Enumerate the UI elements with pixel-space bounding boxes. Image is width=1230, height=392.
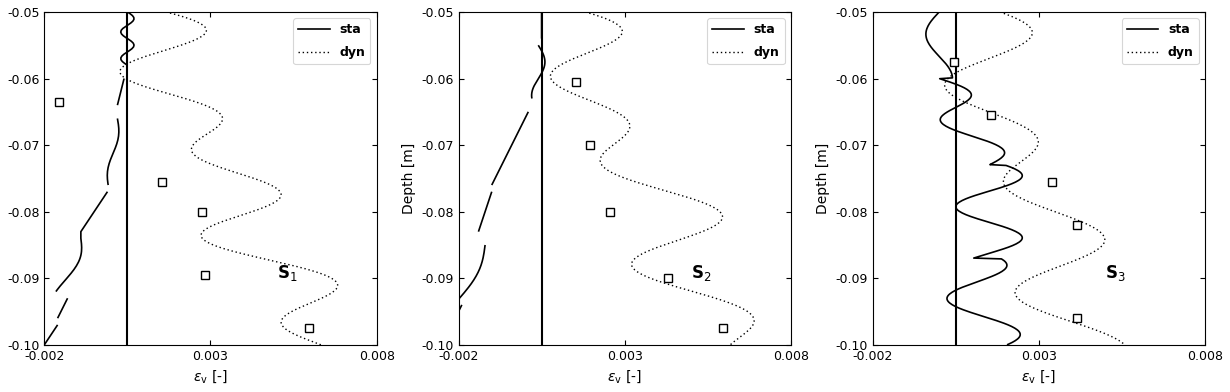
Text: S$_1$: S$_1$ [277, 263, 298, 283]
X-axis label: $\varepsilon_\mathrm{v}$ [-]: $\varepsilon_\mathrm{v}$ [-] [193, 368, 228, 385]
Legend: sta, dyn: sta, dyn [707, 18, 785, 64]
Text: S$_2$: S$_2$ [691, 263, 711, 283]
Legend: sta, dyn: sta, dyn [1122, 18, 1199, 64]
Legend: sta, dyn: sta, dyn [293, 18, 370, 64]
Y-axis label: Depth [m]: Depth [m] [401, 143, 416, 214]
Text: S$_3$: S$_3$ [1106, 263, 1125, 283]
X-axis label: $\varepsilon_\mathrm{v}$ [-]: $\varepsilon_\mathrm{v}$ [-] [608, 368, 642, 385]
X-axis label: $\varepsilon_\mathrm{v}$ [-]: $\varepsilon_\mathrm{v}$ [-] [1021, 368, 1057, 385]
Y-axis label: Depth [m]: Depth [m] [815, 143, 830, 214]
